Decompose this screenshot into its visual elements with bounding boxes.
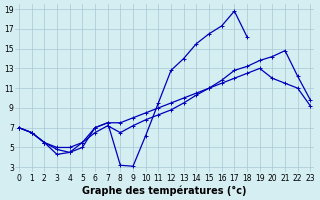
X-axis label: Graphe des températures (°c): Graphe des températures (°c) — [83, 185, 247, 196]
